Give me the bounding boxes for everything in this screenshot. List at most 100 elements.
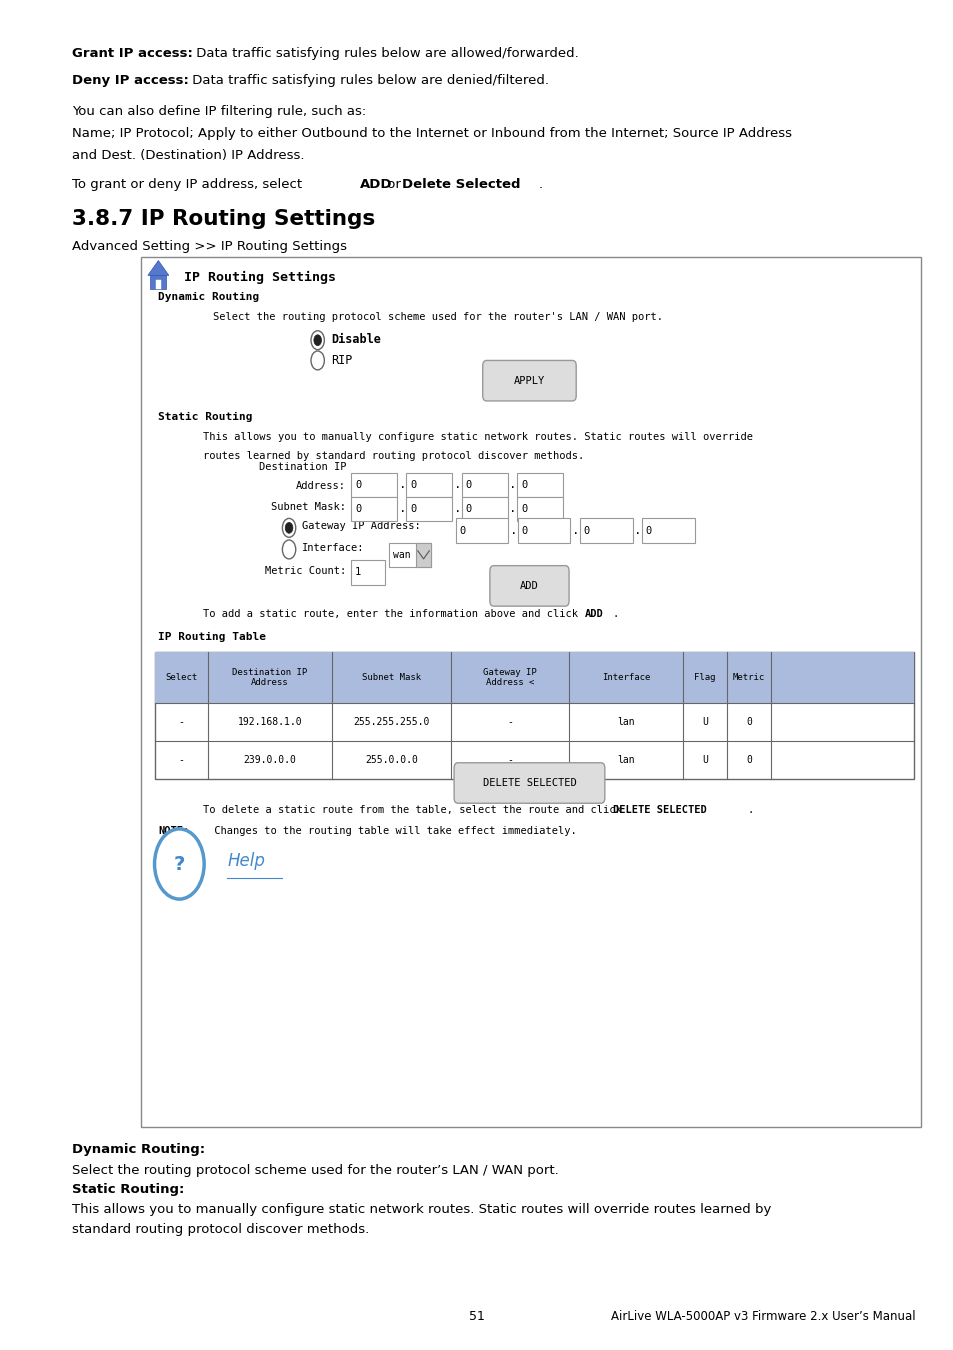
Text: 0: 0 [520, 479, 527, 490]
Text: Static Routing:: Static Routing: [71, 1183, 184, 1196]
FancyBboxPatch shape [406, 497, 452, 521]
Text: Advanced Setting >> IP Routing Settings: Advanced Setting >> IP Routing Settings [71, 240, 346, 254]
FancyBboxPatch shape [517, 518, 570, 543]
Text: To delete a static route from the table, select the route and click: To delete a static route from the table,… [203, 805, 627, 814]
Text: Delete Selected: Delete Selected [401, 178, 519, 192]
Text: .: . [509, 502, 517, 516]
Text: Select the routing protocol scheme used for the router's LAN / WAN port.: Select the routing protocol scheme used … [213, 312, 662, 321]
FancyBboxPatch shape [389, 543, 431, 567]
Text: Grant IP access:: Grant IP access: [71, 47, 193, 61]
Text: wan: wan [393, 549, 410, 560]
Text: AirLive WLA-5000AP v3 Firmware 2.x User’s Manual: AirLive WLA-5000AP v3 Firmware 2.x User’… [611, 1310, 915, 1323]
Text: -: - [506, 755, 513, 765]
Text: .: . [747, 805, 754, 814]
FancyBboxPatch shape [579, 518, 632, 543]
Text: RIP: RIP [331, 354, 352, 367]
Text: Metric: Metric [732, 674, 764, 682]
FancyBboxPatch shape [351, 497, 396, 521]
FancyBboxPatch shape [154, 652, 913, 703]
Text: This allows you to manually configure static network routes. Static routes will : This allows you to manually configure st… [203, 432, 753, 441]
Text: ADD: ADD [519, 580, 538, 591]
Text: 0: 0 [520, 504, 527, 514]
Text: .: . [634, 524, 641, 537]
FancyBboxPatch shape [490, 566, 568, 606]
Text: Name; IP Protocol; Apply to either Outbound to the Internet or Inbound from the : Name; IP Protocol; Apply to either Outbo… [71, 127, 791, 140]
Text: U: U [701, 755, 707, 765]
Text: Data traffic satisfying rules below are denied/filtered.: Data traffic satisfying rules below are … [189, 74, 549, 88]
Text: Destination IP
Address: Destination IP Address [233, 668, 307, 687]
Text: 255.255.255.0: 255.255.255.0 [353, 717, 430, 728]
FancyBboxPatch shape [517, 472, 562, 497]
Text: Dynamic Routing:: Dynamic Routing: [71, 1143, 205, 1157]
Text: Destination IP: Destination IP [258, 462, 346, 471]
Text: DELETE SELECTED: DELETE SELECTED [613, 805, 706, 814]
FancyBboxPatch shape [351, 560, 385, 585]
Text: U: U [701, 717, 707, 728]
Text: ?: ? [173, 855, 185, 873]
Text: or: or [382, 178, 404, 192]
Text: 0: 0 [583, 525, 590, 536]
Text: -: - [506, 717, 513, 728]
Text: To add a static route, enter the information above and click: To add a static route, enter the informa… [203, 609, 584, 618]
Text: .: . [454, 478, 461, 491]
Circle shape [285, 522, 293, 533]
Text: You can also define IP filtering rule, such as:: You can also define IP filtering rule, s… [71, 105, 365, 119]
Text: lan: lan [617, 717, 634, 728]
Text: IP Routing Settings: IP Routing Settings [184, 271, 335, 285]
Text: 0: 0 [745, 717, 751, 728]
Text: Flag: Flag [694, 674, 715, 682]
Circle shape [311, 351, 324, 370]
Text: Select the routing protocol scheme used for the router’s LAN / WAN port.: Select the routing protocol scheme used … [71, 1164, 558, 1177]
Text: 0: 0 [465, 504, 472, 514]
Text: Deny IP access:: Deny IP access: [71, 74, 189, 88]
Text: routes learned by standard routing protocol discover methods.: routes learned by standard routing proto… [203, 451, 584, 460]
Text: .: . [572, 524, 579, 537]
FancyBboxPatch shape [456, 518, 508, 543]
Text: 239.0.0.0: 239.0.0.0 [243, 755, 296, 765]
Text: DELETE SELECTED: DELETE SELECTED [482, 778, 576, 788]
Text: Disable: Disable [331, 333, 380, 347]
Text: .: . [509, 478, 517, 491]
Text: 0: 0 [645, 525, 652, 536]
FancyBboxPatch shape [141, 256, 920, 1127]
Circle shape [282, 540, 295, 559]
Text: Subnet Mask: Subnet Mask [362, 674, 420, 682]
Circle shape [282, 518, 295, 537]
Text: 0: 0 [355, 504, 361, 514]
Text: standard routing protocol discover methods.: standard routing protocol discover metho… [71, 1223, 369, 1237]
Text: 3.8.7 IP Routing Settings: 3.8.7 IP Routing Settings [71, 209, 375, 230]
Text: IP Routing Table: IP Routing Table [158, 632, 266, 641]
FancyBboxPatch shape [517, 497, 562, 521]
FancyBboxPatch shape [154, 652, 913, 779]
Text: Gateway IP
Address <: Gateway IP Address < [482, 668, 537, 687]
FancyBboxPatch shape [461, 497, 507, 521]
Text: 0: 0 [745, 755, 751, 765]
Text: To grant or deny IP address, select: To grant or deny IP address, select [71, 178, 306, 192]
Text: Address:: Address: [296, 481, 346, 490]
Text: 51: 51 [469, 1310, 484, 1323]
Text: Static Routing: Static Routing [158, 412, 253, 421]
FancyBboxPatch shape [461, 472, 507, 497]
Text: Metric Count:: Metric Count: [265, 566, 346, 575]
FancyBboxPatch shape [482, 360, 576, 401]
FancyBboxPatch shape [454, 763, 604, 803]
Circle shape [154, 829, 204, 899]
Text: and Dest. (Destination) IP Address.: and Dest. (Destination) IP Address. [71, 148, 304, 162]
Text: Dynamic Routing: Dynamic Routing [158, 292, 259, 301]
FancyBboxPatch shape [351, 472, 396, 497]
Circle shape [311, 331, 324, 350]
Text: 192.168.1.0: 192.168.1.0 [237, 717, 302, 728]
Text: 0: 0 [355, 479, 361, 490]
Text: .: . [612, 609, 618, 618]
Text: Interface: Interface [601, 674, 649, 682]
Text: .: . [538, 178, 542, 192]
Text: -: - [178, 717, 184, 728]
Text: Help: Help [227, 852, 265, 871]
Text: This allows you to manually configure static network routes. Static routes will : This allows you to manually configure st… [71, 1203, 770, 1216]
Text: APPLY: APPLY [514, 375, 544, 386]
Text: Data traffic satisfying rules below are allowed/forwarded.: Data traffic satisfying rules below are … [193, 47, 578, 61]
Circle shape [314, 335, 321, 346]
Text: ADD: ADD [359, 178, 392, 192]
Text: ADD: ADD [584, 609, 603, 618]
FancyBboxPatch shape [641, 518, 694, 543]
